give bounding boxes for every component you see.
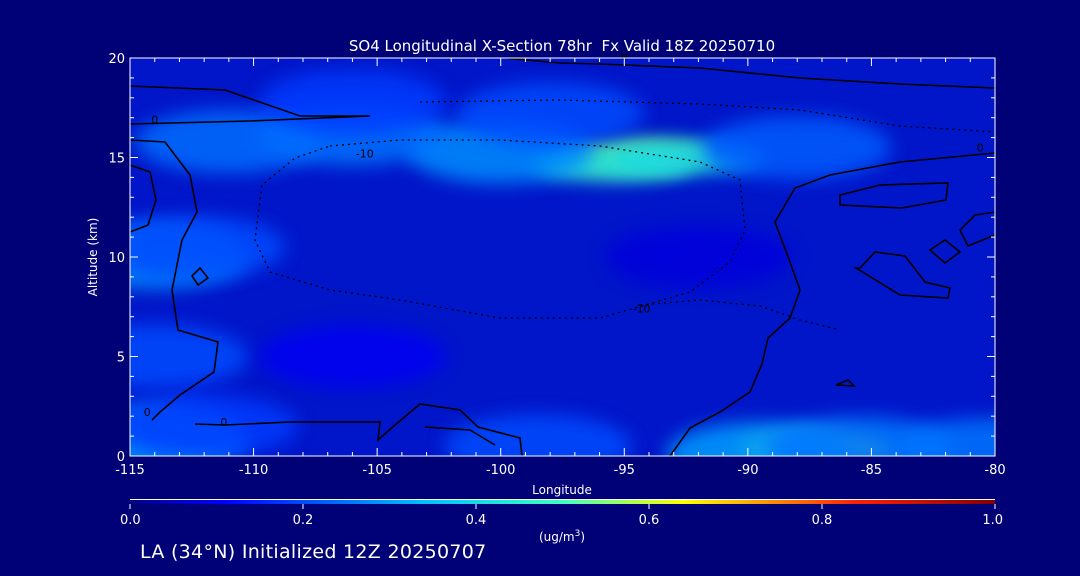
contour-label: -10 [356, 148, 374, 161]
colorbar-tick-label: 1.0 [982, 513, 1003, 528]
x-tick-label: -115 [115, 463, 145, 478]
y-axis-label: Altitude (km) [86, 218, 100, 297]
contour-line-zero [130, 85, 371, 125]
contour-label: 0 [144, 406, 151, 419]
colorbar-tick-label: 0.6 [639, 513, 660, 528]
colorbar-unit-open: (ug/m [539, 530, 575, 544]
colorbar-unit-close: ) [580, 530, 585, 544]
contour-label: 0 [977, 142, 984, 155]
contour-lines [130, 58, 995, 456]
colorbar-tick-label: 0.2 [293, 513, 314, 528]
colorbar-ticks: 0.0 0.2 0.4 0.6 0.8 1.0 [120, 504, 1003, 528]
colorbar-gradient [130, 500, 995, 504]
contour-label: 0 [151, 114, 158, 127]
concentration-field [130, 69, 995, 456]
concentration-blob [130, 394, 299, 456]
concentration-blob [258, 324, 447, 389]
contour-line-zero [669, 152, 995, 456]
contour-line-zero [424, 426, 496, 446]
y-ticks: 0 5 10 15 20 [108, 52, 995, 465]
contour-line-zero [853, 251, 951, 299]
concentration-blob [130, 324, 249, 389]
y-tick-label: 5 [117, 351, 125, 366]
x-tick-label: -90 [737, 463, 758, 478]
concentration-blob [456, 81, 645, 146]
x-tick-label: -100 [486, 463, 516, 478]
colorbar-tick-label: 0.4 [466, 513, 487, 528]
concentration-blob [258, 69, 447, 134]
colorbar-unit-label: (ug/m3) [539, 529, 585, 544]
contour-line-zero [835, 379, 857, 387]
concentration-blob [443, 414, 632, 456]
colorbar-top-edge [130, 499, 995, 500]
x-tick-label: -110 [239, 463, 269, 478]
contour-line-zero [839, 182, 949, 209]
contour-line-minus-ten [254, 139, 746, 319]
colorbar: 0.0 0.2 0.4 0.6 0.8 1.0 (ug/m3) [120, 499, 1003, 544]
y-tick-label: 10 [108, 251, 125, 266]
contour-label: -10 [633, 303, 651, 316]
contour-lines-negative [254, 99, 995, 331]
x-tick-label: -85 [861, 463, 882, 478]
x-tick-label: -80 [984, 463, 1005, 478]
x-tick-label: -95 [614, 463, 635, 478]
x-tick-label: -105 [362, 463, 392, 478]
contour-line-zero [130, 164, 157, 233]
contour-line-zero [504, 58, 995, 89]
concentration-blob [604, 225, 793, 289]
contour-labels: 0 -10 0 -10 0 0 0 [144, 50, 984, 429]
contour-line-zero [194, 403, 523, 456]
y-tick-label: 15 [108, 152, 125, 167]
y-tick-label: 20 [108, 52, 125, 67]
chart-title: SO4 Longitudinal X-Section 78hr Fx Valid… [349, 37, 775, 55]
concentration-blob [130, 215, 286, 279]
colorbar-tick-label: 0.0 [120, 513, 141, 528]
concentration-blob [134, 109, 323, 174]
concentration-blob [893, 418, 995, 456]
contour-label: 0 [621, 50, 628, 63]
contour-line-minus-ten [419, 99, 995, 133]
contour-line-zero [190, 266, 210, 287]
y-tick-label: 0 [117, 450, 125, 465]
contour-line-minus-ten [639, 299, 841, 331]
contour-line-zero [959, 211, 995, 248]
concentration-blob [703, 115, 892, 180]
x-ticks: -115 -110 -105 -100 -95 -90 -85 -80 [115, 58, 1006, 478]
colorbar-tick-label: 0.8 [812, 513, 833, 528]
colorbar-unit-sup: 3 [575, 529, 581, 539]
contour-line-zero [130, 139, 219, 421]
footer-info: LA (34°N) Initialized 12Z 20250707 [140, 541, 487, 563]
x-axis-label: Longitude [532, 483, 592, 497]
contour-label: 0 [220, 416, 227, 429]
contour-line-zero [928, 239, 962, 265]
